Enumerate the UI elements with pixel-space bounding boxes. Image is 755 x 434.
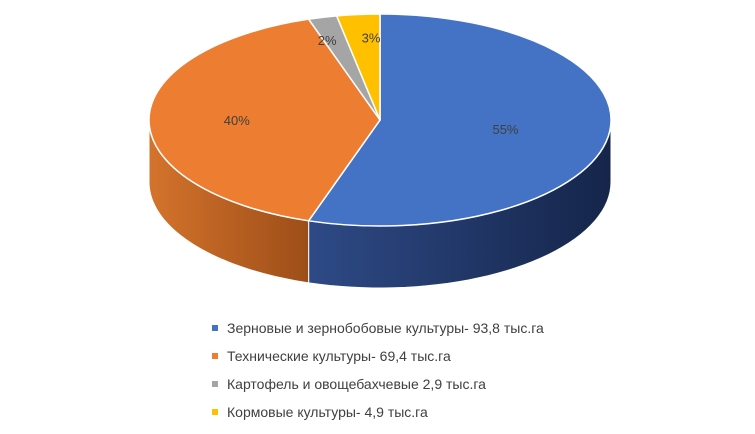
- pie-tops: [148, 13, 612, 227]
- legend-label-fodder: Кормовые культуры- 4,9 тыс.га: [227, 404, 428, 420]
- pie-label-fodder: 3%: [362, 31, 381, 46]
- pie-label-potato: 2%: [318, 33, 337, 48]
- pie-labels: 55% 40% 2% 3%: [224, 31, 519, 137]
- pie-label-grains: 55%: [492, 122, 518, 137]
- legend-swatch-industrial: [212, 353, 218, 359]
- legend-item-fodder: Кормовые культуры- 4,9 тыс.га: [212, 398, 544, 426]
- legend-item-potato: Картофель и овощебахчевые 2,9 тыс.га: [212, 370, 544, 398]
- legend-swatch-grains: [212, 325, 218, 331]
- legend: Зерновые и зернобобовые культуры- 93,8 т…: [212, 314, 544, 426]
- pie-slice-grains: [307, 13, 612, 227]
- pie-slice-industrial: [148, 18, 381, 222]
- legend-label-potato: Картофель и овощебахчевые 2,9 тыс.га: [227, 376, 486, 392]
- legend-label-industrial: Технические культуры- 69,4 тыс.га: [227, 348, 451, 364]
- pie-label-industrial: 40%: [224, 113, 250, 128]
- legend-item-grains: Зерновые и зернобобовые культуры- 93,8 т…: [212, 314, 544, 342]
- legend-swatch-potato: [212, 381, 218, 387]
- legend-swatch-fodder: [212, 409, 218, 415]
- pie-slice-fodder: [335, 13, 381, 121]
- legend-item-industrial: Технические культуры- 69,4 тыс.га: [212, 342, 544, 370]
- legend-label-grains: Зерновые и зернобобовые культуры- 93,8 т…: [227, 320, 544, 336]
